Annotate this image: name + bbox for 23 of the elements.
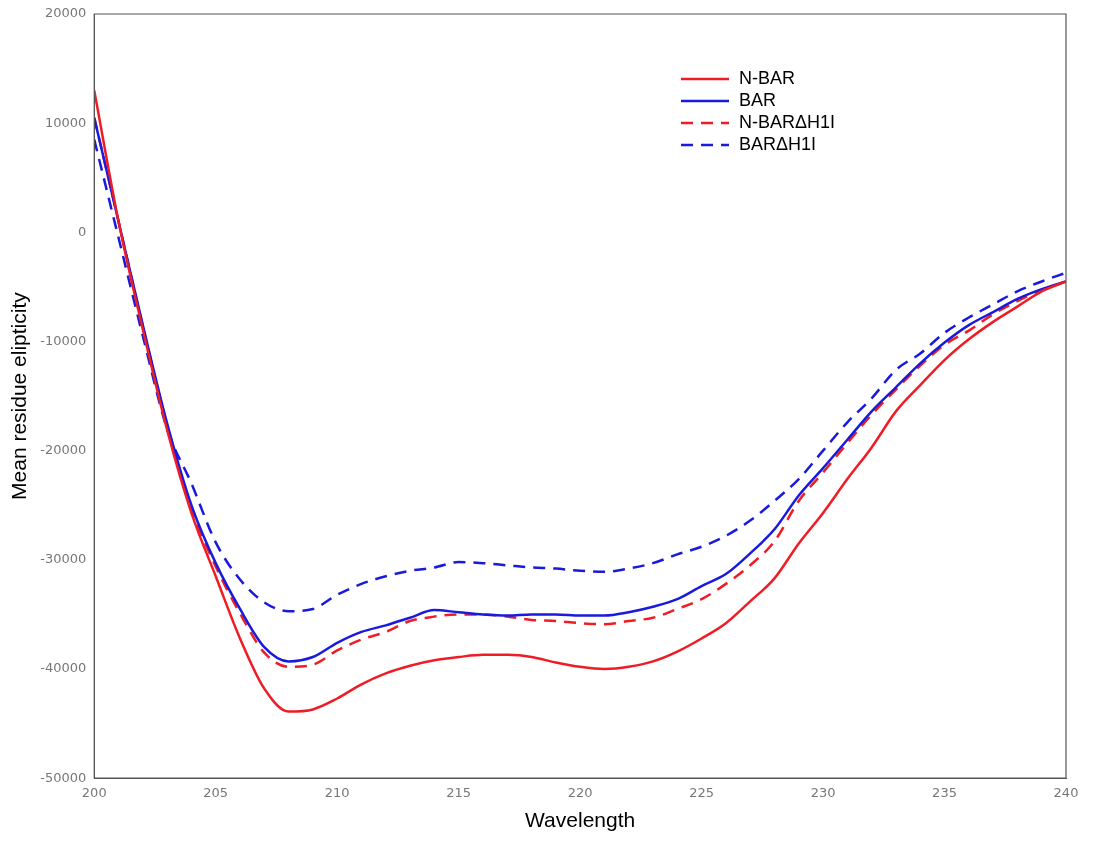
x-tick-label: 210 bbox=[324, 785, 350, 801]
x-tick-label: 240 bbox=[1053, 785, 1079, 801]
y-tick-label: -20000 bbox=[40, 442, 87, 458]
x-tick-label: 200 bbox=[81, 785, 107, 801]
x-tick-label: 215 bbox=[446, 785, 472, 801]
x-tick-label: 225 bbox=[689, 785, 715, 801]
legend-label: N-BARΔH1I bbox=[739, 111, 836, 132]
x-tick-label: 230 bbox=[810, 785, 836, 801]
x-tick-label: 205 bbox=[203, 785, 229, 801]
y-tick-label: 10000 bbox=[44, 114, 87, 130]
y-tick-label: -10000 bbox=[40, 332, 87, 348]
y-tick-label: -30000 bbox=[40, 551, 87, 567]
x-tick-label: 220 bbox=[567, 785, 593, 801]
x-axis-title: Wavelength bbox=[525, 808, 636, 832]
y-tick-label: -40000 bbox=[40, 660, 87, 676]
legend-label: N-BAR bbox=[739, 67, 796, 88]
y-tick-label: 20000 bbox=[44, 5, 87, 21]
y-tick-label: 0 bbox=[77, 223, 87, 239]
y-tick-label: -50000 bbox=[40, 769, 87, 785]
y-axis-title: Mean residue elipticity bbox=[7, 291, 31, 500]
x-tick-label: 235 bbox=[932, 785, 957, 801]
legend-label: BARΔH1I bbox=[739, 133, 817, 154]
legend-label: BAR bbox=[739, 89, 777, 110]
